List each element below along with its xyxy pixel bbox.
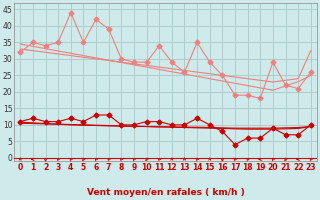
X-axis label: Vent moyen/en rafales ( km/h ): Vent moyen/en rafales ( km/h ): [87, 188, 244, 197]
